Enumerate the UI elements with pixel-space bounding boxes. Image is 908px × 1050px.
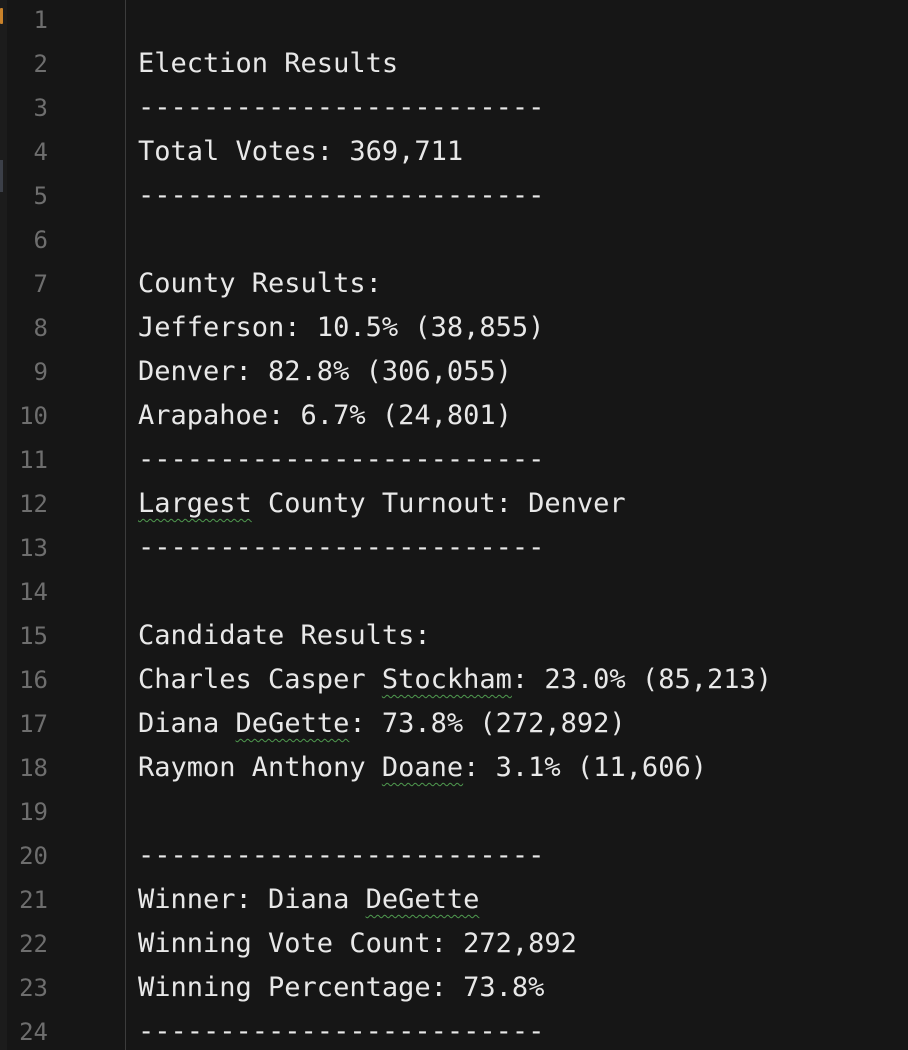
- spellcheck-flag[interactable]: DeGette: [235, 708, 350, 739]
- line-text-prefix: Diana: [138, 708, 236, 739]
- editor-line[interactable]: 7 County Results:: [0, 262, 908, 306]
- editor-line[interactable]: 22 Winning Vote Count: 272,892: [0, 922, 908, 966]
- spellcheck-flag[interactable]: DeGette: [365, 884, 480, 915]
- line-text[interactable]: Winning Vote Count: 272,892: [138, 928, 577, 959]
- line-text-prefix: Winner: Diana: [138, 884, 366, 915]
- editor-line[interactable]: 21 Winner: Diana DeGette: [0, 878, 908, 922]
- line-text[interactable]: Denver: 82.8% (306,055): [138, 356, 512, 387]
- line-number: 10: [19, 402, 48, 430]
- editor-line[interactable]: 2 Election Results: [0, 42, 908, 86]
- line-text[interactable]: Winner: Diana DeGette: [138, 878, 479, 922]
- line-text[interactable]: Total Votes: 369,711: [138, 136, 464, 167]
- line-number: 4: [33, 138, 48, 166]
- line-text[interactable]: Largest County Turnout: Denver: [138, 482, 626, 526]
- line-text[interactable]: Election Results: [138, 48, 399, 79]
- line-text[interactable]: Candidate Results:: [138, 620, 431, 651]
- line-number: 7: [33, 270, 48, 298]
- line-text-suffix: : 3.1% (11,606): [463, 752, 707, 783]
- line-number: 8: [33, 314, 48, 342]
- line-number: 24: [19, 1018, 48, 1046]
- line-number: 22: [19, 930, 48, 958]
- spellcheck-flag[interactable]: Doane: [381, 752, 464, 783]
- editor-line[interactable]: 18 Raymon Anthony Doane: 3.1% (11,606): [0, 746, 908, 790]
- line-number: 23: [19, 974, 48, 1002]
- editor-line[interactable]: 11 -------------------------: [0, 438, 908, 482]
- line-number: 17: [19, 710, 48, 738]
- line-text-suffix: : 73.8% (272,892): [349, 708, 626, 739]
- line-text[interactable]: Raymon Anthony Doane: 3.1% (11,606): [138, 746, 707, 790]
- line-text-prefix: Charles Casper: [138, 664, 382, 695]
- scroll-marker: [0, 160, 3, 192]
- editor-line[interactable]: 4 Total Votes: 369,711: [0, 130, 908, 174]
- line-text-suffix: : 23.0% (85,213): [511, 664, 772, 695]
- spellcheck-flag[interactable]: Largest: [138, 488, 252, 519]
- editor-line[interactable]: 24 -------------------------: [0, 1010, 908, 1050]
- line-text[interactable]: -------------------------: [138, 92, 545, 123]
- line-text[interactable]: Jefferson: 10.5% (38,855): [138, 312, 545, 343]
- gutter-strip: [0, 0, 7, 1050]
- spellcheck-flag[interactable]: Stockham: [381, 664, 512, 695]
- line-text-prefix: Raymon Anthony: [138, 752, 382, 783]
- editor-line[interactable]: 19: [0, 790, 908, 834]
- line-number: 3: [33, 94, 48, 122]
- line-number: 2: [33, 50, 48, 78]
- line-number: 13: [19, 534, 48, 562]
- line-number: 1: [33, 6, 48, 34]
- line-text[interactable]: Arapahoe: 6.7% (24,801): [138, 400, 512, 431]
- line-number: 18: [19, 754, 48, 782]
- line-text[interactable]: Charles Casper Stockham: 23.0% (85,213): [138, 658, 772, 702]
- editor-line[interactable]: 5 -------------------------: [0, 174, 908, 218]
- line-number: 6: [33, 226, 48, 254]
- line-number: 16: [19, 666, 48, 694]
- line-text[interactable]: Winning Percentage: 73.8%: [138, 972, 545, 1003]
- editor-line[interactable]: 12 Largest County Turnout: Denver: [0, 482, 908, 526]
- line-number: 11: [19, 446, 48, 474]
- editor-line[interactable]: 15 Candidate Results:: [0, 614, 908, 658]
- line-text-suffix: County Turnout: Denver: [251, 488, 626, 519]
- line-number: 5: [33, 182, 48, 210]
- line-text[interactable]: -------------------------: [138, 444, 545, 475]
- line-number: 15: [19, 622, 48, 650]
- editor-line[interactable]: 17 Diana DeGette: 73.8% (272,892): [0, 702, 908, 746]
- editor-line[interactable]: 8 Jefferson: 10.5% (38,855): [0, 306, 908, 350]
- change-marker: [0, 8, 3, 24]
- indent-guide: [125, 0, 126, 1050]
- line-number: 12: [19, 490, 48, 518]
- line-text[interactable]: County Results:: [138, 268, 382, 299]
- editor-line[interactable]: 3 -------------------------: [0, 86, 908, 130]
- line-number: 21: [19, 886, 48, 914]
- editor-line[interactable]: 1: [0, 0, 908, 42]
- editor-line[interactable]: 23 Winning Percentage: 73.8%: [0, 966, 908, 1010]
- line-number: 9: [33, 358, 48, 386]
- line-text[interactable]: -------------------------: [138, 180, 545, 211]
- editor-line[interactable]: 20 -------------------------: [0, 834, 908, 878]
- editor-line[interactable]: 9 Denver: 82.8% (306,055): [0, 350, 908, 394]
- editor-line[interactable]: 10 Arapahoe: 6.7% (24,801): [0, 394, 908, 438]
- line-text[interactable]: -------------------------: [138, 1016, 545, 1047]
- line-text[interactable]: Diana DeGette: 73.8% (272,892): [138, 702, 626, 746]
- line-number: 20: [19, 842, 48, 870]
- editor-line[interactable]: 14: [0, 570, 908, 614]
- line-text[interactable]: -------------------------: [138, 840, 545, 871]
- editor-line[interactable]: 16 Charles Casper Stockham: 23.0% (85,213…: [0, 658, 908, 702]
- editor-line[interactable]: 13 -------------------------: [0, 526, 908, 570]
- line-number: 14: [19, 578, 48, 606]
- line-number: 19: [19, 798, 48, 826]
- line-text[interactable]: -------------------------: [138, 532, 545, 563]
- editor-line[interactable]: 6: [0, 218, 908, 262]
